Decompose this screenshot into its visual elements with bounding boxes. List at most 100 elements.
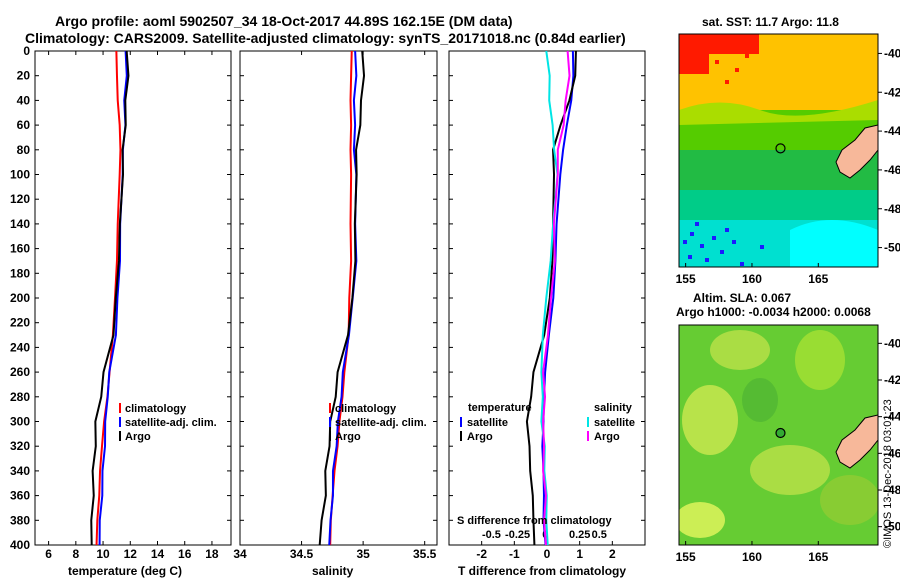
map-y-tick-label: -42: [884, 85, 900, 99]
s-tick-label: 0.5: [592, 529, 607, 541]
series-line-temperature-argo: [525, 50, 577, 546]
sst-argo-marker: [775, 143, 786, 154]
difference-top-xlabel: S difference from climatology: [457, 515, 613, 527]
map-y-tick-label: -40: [884, 46, 900, 60]
map-x-tick-label: 160: [742, 550, 762, 564]
map-x-tick-label: 155: [676, 272, 696, 286]
x-tick-label: 8: [72, 547, 79, 561]
depth-tick-label: 300: [10, 415, 30, 429]
x-tick-label: -2: [476, 547, 487, 561]
series-line-climatology: [329, 50, 353, 546]
sla-map-axes: 155 160 165 -40 -42 -44 -46 -48 -50: [676, 336, 900, 564]
sla-map-frame: [678, 324, 879, 546]
x-tick-label: 1: [576, 547, 583, 561]
sst-map-axes: 155 160 165 -40 -42 -44 -46 -48 -50: [676, 46, 900, 286]
series-line-satellite-adj-clim-: [98, 50, 128, 546]
temperature-xlabel: temperature (deg C): [68, 564, 182, 578]
sst-map-title: sat. SST: 11.7 Argo: 11.8: [702, 15, 839, 29]
salinity-panel-frame: [239, 50, 438, 546]
map-x-tick-label: 160: [742, 272, 762, 286]
x-tick-label: 35: [356, 547, 370, 561]
depth-tick-label: 220: [10, 316, 30, 330]
depth-tick-label: 240: [10, 340, 30, 354]
depth-tick-label: 140: [10, 217, 30, 231]
depth-tick-label: 60: [17, 118, 31, 132]
depth-tick-label: 200: [10, 291, 30, 305]
map-y-tick-label: -50: [884, 241, 900, 255]
legend-label-sal-satellite: satellite: [594, 417, 635, 429]
map-x-tick-label: 165: [808, 550, 828, 564]
map-y-tick-label: -44: [884, 124, 900, 138]
legend-label-climatology: climatology: [335, 403, 397, 415]
depth-tick-label: 120: [10, 192, 30, 206]
x-tick-label: 16: [178, 547, 192, 561]
s-tick-label: 0.25: [569, 529, 590, 541]
series-line-argo: [90, 50, 130, 546]
depth-tick-label: 340: [10, 464, 30, 478]
depth-tick-label: 260: [10, 365, 30, 379]
depth-tick-label: 0: [23, 44, 30, 58]
depth-tick-label: 20: [17, 69, 31, 83]
depth-tick-label: 100: [10, 168, 30, 182]
difference-xlabel: T difference from climatology: [458, 564, 626, 578]
map-y-tick-label: -46: [884, 446, 900, 460]
x-tick-label: 10: [96, 547, 110, 561]
map-y-tick-label: -40: [884, 336, 900, 350]
map-y-tick-label: -48: [884, 483, 900, 497]
map-y-tick-label: -46: [884, 163, 900, 177]
map-y-tick-label: -48: [884, 202, 900, 216]
x-tick-label: 12: [124, 547, 138, 561]
imos-timestamp: ©IMOS 13-Dec-2018 03:01:23: [882, 399, 894, 548]
depth-tick-label: 320: [10, 439, 30, 453]
difference-legend: temperature salinity satellite Argo sate…: [460, 402, 635, 443]
depth-tick-label: 400: [10, 538, 30, 552]
legend-label-temp-satellite: satellite: [467, 417, 508, 429]
depth-tick-label: 380: [10, 513, 30, 527]
depth-tick-label: 80: [17, 143, 31, 157]
legend-label-satellite: satellite-adj. clim.: [335, 417, 427, 429]
map-y-tick-label: -44: [884, 410, 900, 424]
difference-profile-plot: -2 -1 0 1 2-0.5 -0.25 0 0.25 0.5: [449, 50, 645, 561]
temperature-profile-plot: 6 8 10 12 14 16 18: [35, 50, 231, 561]
depth-tick-label: 360: [10, 489, 30, 503]
x-tick-label: 18: [205, 547, 219, 561]
x-tick-label: 34: [233, 547, 247, 561]
depth-tick-label: 160: [10, 242, 30, 256]
figure-title-line2: Climatology: CARS2009. Satellite-adjuste…: [25, 30, 626, 46]
sst-map-frame: [678, 33, 879, 268]
x-tick-label: 2: [609, 547, 616, 561]
sla-map-subtitle: Argo h1000: -0.0034 h2000: 0.0068: [676, 305, 871, 319]
series-line-salinity-satellite: [540, 50, 559, 546]
legend-label-temp-argo: Argo: [467, 431, 493, 443]
salinity-xlabel: salinity: [312, 564, 354, 578]
x-tick-label: 35.5: [413, 547, 437, 561]
s-tick-label: -0.5: [482, 529, 501, 541]
depth-tick-label: 180: [10, 266, 30, 280]
x-tick-label: 6: [45, 547, 52, 561]
salinity-profile-plot: 34 34.5 35 35.5: [233, 50, 437, 561]
legend-title-salinity: salinity: [594, 402, 633, 414]
legend-title-temperature: temperature: [468, 402, 532, 414]
depth-axis-ticks: 0 20 40 60 80 100 120 140 160 180 200 220 240 260 280 3…: [10, 44, 30, 552]
map-x-tick-label: 155: [676, 550, 696, 564]
temperature-legend: climatology satellite-adj. clim. Argo: [119, 403, 217, 443]
x-tick-label: 0: [544, 547, 551, 561]
legend-label-climatology: climatology: [125, 403, 187, 415]
s-tick-label: -0.25: [505, 529, 530, 541]
map-x-tick-label: 165: [808, 272, 828, 286]
x-tick-label: -1: [509, 547, 520, 561]
salinity-legend: climatology satellite-adj. clim. Argo: [329, 403, 427, 443]
sla-map-title: Altim. SLA: 0.067: [693, 291, 791, 305]
legend-label-argo: Argo: [335, 431, 361, 443]
legend-label-satellite: satellite-adj. clim.: [125, 417, 217, 429]
series-line-salinity-argo: [542, 50, 571, 546]
legend-label-sal-argo: Argo: [594, 431, 620, 443]
map-y-tick-label: -50: [884, 520, 900, 534]
sst-map-raster: [679, 34, 878, 267]
series-line-argo: [318, 50, 366, 546]
sla-argo-marker: [775, 427, 786, 439]
legend-label-argo: Argo: [125, 431, 151, 443]
figure-title-line1: Argo profile: aoml 5902507_34 18-Oct-201…: [55, 13, 513, 29]
